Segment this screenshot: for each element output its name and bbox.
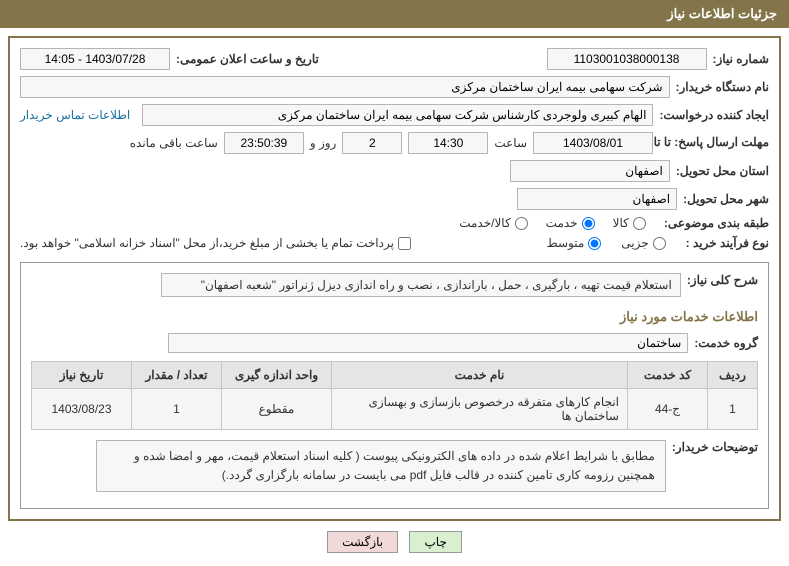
radio-kala-label: کالا	[613, 216, 629, 230]
radio-motavaset-input[interactable]	[588, 237, 601, 250]
remaining-word: ساعت باقی مانده	[130, 136, 218, 150]
radio-jozei[interactable]: جزیی	[621, 236, 665, 250]
delivery-city-input	[517, 188, 677, 210]
back-button[interactable]: بازگشت	[327, 531, 398, 553]
need-desc-label: شرح کلی نیاز:	[687, 273, 758, 287]
services-table: ردیف کد خدمت نام خدمت واحد اندازه گیری ت…	[31, 361, 758, 430]
button-row: چاپ بازگشت	[0, 531, 789, 561]
payment-note-text: پرداخت تمام یا بخشی از مبلغ خرید،از محل …	[20, 236, 394, 250]
requester-input	[142, 104, 653, 126]
buyer-org-input	[20, 76, 670, 98]
payment-note-check[interactable]: پرداخت تمام یا بخشی از مبلغ خرید،از محل …	[20, 236, 411, 250]
row-group: گروه خدمت:	[31, 333, 758, 353]
page-title: جزئیات اطلاعات نیاز	[667, 6, 777, 21]
radio-khedmat[interactable]: خدمت	[546, 216, 595, 230]
contact-buyer-link[interactable]: اطلاعات تماس خریدار	[20, 108, 130, 122]
radio-kalakhedmat-label: کالا/خدمت	[459, 216, 510, 230]
payment-checkbox[interactable]	[398, 237, 411, 250]
page-header: جزئیات اطلاعات نیاز	[0, 0, 789, 28]
row-delivery-province: استان محل تحویل:	[20, 160, 769, 182]
th-date: تاریخ نیاز	[32, 362, 132, 389]
th-row: ردیف	[708, 362, 758, 389]
buyer-notes-text: مطابق با شرایط اعلام شده در داده های الک…	[96, 440, 666, 492]
announce-datetime-input	[20, 48, 170, 70]
buyer-notes-label: توضیحات خریدار:	[672, 440, 758, 454]
row-deadline: مهلت ارسال پاسخ: تا تاریخ: ساعت روز و سا…	[20, 132, 769, 154]
radio-kala-input[interactable]	[633, 217, 646, 230]
need-number-input	[547, 48, 707, 70]
delivery-province-input	[510, 160, 670, 182]
table-row: 1 ج-44 انجام کارهای متفرقه درخصوص بازساز…	[32, 389, 758, 430]
radio-khedmat-label: خدمت	[546, 216, 578, 230]
deadline-date-input	[533, 132, 653, 154]
cell-qty: 1	[132, 389, 222, 430]
row-need-number: شماره نیاز: تاریخ و ساعت اعلان عمومی:	[20, 48, 769, 70]
radio-jozei-input[interactable]	[653, 237, 666, 250]
buyer-org-label: نام دستگاه خریدار:	[676, 80, 770, 94]
print-button[interactable]: چاپ	[409, 531, 461, 553]
purchase-type-label: نوع فرآیند خرید :	[686, 236, 769, 250]
row-buyer-notes: توضیحات خریدار: مطابق با شرایط اعلام شده…	[31, 440, 758, 492]
row-delivery-city: شهر محل تحویل:	[20, 188, 769, 210]
cell-row: 1	[708, 389, 758, 430]
time-word: ساعت	[494, 136, 527, 150]
row-category: طبقه بندی موضوعی: کالا خدمت کالا/خدمت	[20, 216, 769, 230]
cell-name: انجام کارهای متفرقه درخصوص بازسازی و بهس…	[332, 389, 628, 430]
main-container: شماره نیاز: تاریخ و ساعت اعلان عمومی: نا…	[8, 36, 781, 521]
row-purchase-type: نوع فرآیند خرید : جزیی متوسط پرداخت تمام…	[20, 236, 769, 250]
need-desc-text: استعلام قیمت تهیه ، بارگیری ، حمل ، بارا…	[161, 273, 681, 297]
category-label: طبقه بندی موضوعی:	[664, 216, 769, 230]
days-word: روز و	[310, 136, 337, 150]
delivery-province-label: استان محل تحویل:	[676, 164, 769, 178]
cell-date: 1403/08/23	[32, 389, 132, 430]
deadline-time-input	[408, 132, 488, 154]
cell-code: ج-44	[628, 389, 708, 430]
delivery-city-label: شهر محل تحویل:	[683, 192, 769, 206]
countdown-input	[224, 132, 304, 154]
radio-jozei-label: جزیی	[621, 236, 648, 250]
need-number-label: شماره نیاز:	[713, 52, 769, 66]
radio-khedmat-input[interactable]	[582, 217, 595, 230]
radio-kalakhedmat-input[interactable]	[515, 217, 528, 230]
th-unit: واحد اندازه گیری	[222, 362, 332, 389]
th-name: نام خدمت	[332, 362, 628, 389]
th-qty: تعداد / مقدار	[132, 362, 222, 389]
cell-unit: مقطوع	[222, 389, 332, 430]
need-section: شرح کلی نیاز: استعلام قیمت تهیه ، بارگیر…	[20, 262, 769, 509]
th-code: کد خدمت	[628, 362, 708, 389]
requester-label: ایجاد کننده درخواست:	[659, 108, 769, 122]
days-remaining-input	[342, 132, 402, 154]
table-header-row: ردیف کد خدمت نام خدمت واحد اندازه گیری ت…	[32, 362, 758, 389]
deadline-label: مهلت ارسال پاسخ: تا تاریخ:	[659, 135, 769, 151]
group-label: گروه خدمت:	[694, 336, 758, 350]
announce-datetime-label: تاریخ و ساعت اعلان عمومی:	[176, 52, 319, 66]
row-buyer-org: نام دستگاه خریدار:	[20, 76, 769, 98]
radio-kala[interactable]: کالا	[613, 216, 646, 230]
radio-kalakhedmat[interactable]: کالا/خدمت	[459, 216, 527, 230]
radio-motavaset[interactable]: متوسط	[547, 236, 602, 250]
group-input	[168, 333, 688, 353]
row-requester: ایجاد کننده درخواست: اطلاعات تماس خریدار	[20, 104, 769, 126]
row-need-desc: شرح کلی نیاز: استعلام قیمت تهیه ، بارگیر…	[31, 273, 758, 297]
services-header: اطلاعات خدمات مورد نیاز	[31, 309, 758, 325]
radio-motavaset-label: متوسط	[547, 236, 585, 250]
